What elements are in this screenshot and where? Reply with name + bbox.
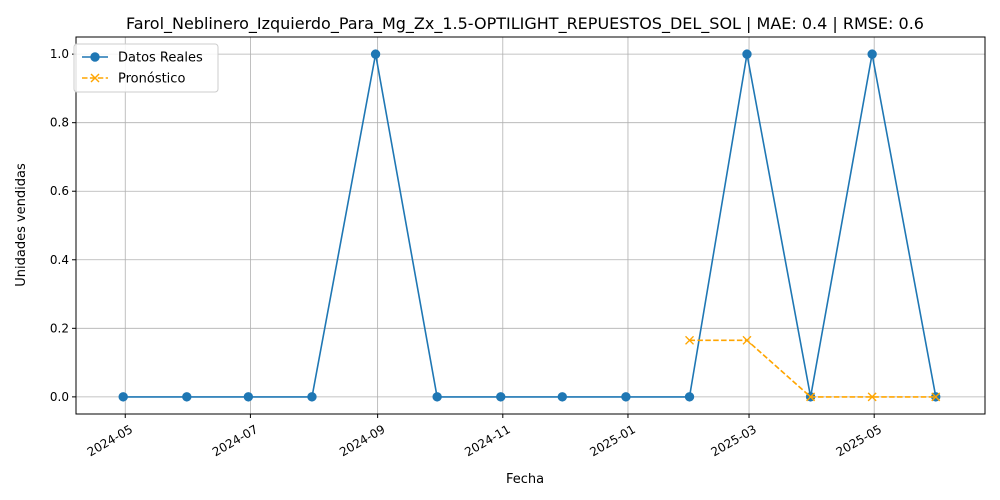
y-tick-label: 0.0	[50, 390, 69, 404]
y-tick-label: 0.6	[50, 184, 69, 198]
series-line	[123, 53, 937, 398]
marker-stroke	[90, 73, 100, 83]
grid	[76, 37, 985, 414]
data-point	[307, 392, 317, 402]
data-point	[118, 392, 128, 402]
data-point	[90, 52, 100, 62]
marker-stroke	[742, 335, 752, 345]
data-point	[557, 392, 568, 402]
data-point	[867, 392, 877, 402]
legend-label: Pronóstico	[118, 72, 185, 87]
x-tick-label: 2025-03	[709, 422, 759, 459]
data-point	[432, 392, 442, 402]
data-point	[370, 49, 381, 59]
y-tick-label: 0.4	[50, 253, 69, 267]
chart-title: Farol_Neblinero_Izquierdo_Para_Mg_Zx_1.5…	[126, 14, 924, 34]
data-point	[684, 392, 695, 402]
marker-stroke	[806, 392, 816, 402]
series-datos-reales	[118, 49, 941, 402]
data-point	[621, 392, 631, 402]
x-tick-label: 2025-05	[834, 422, 884, 459]
legend-box	[73, 43, 219, 93]
y-axis-label: Unidades vendidas	[14, 163, 29, 287]
legend-item: Pronóstico	[82, 72, 185, 87]
legend-item: Datos Reales	[82, 51, 203, 66]
x-tick-label: 2024-07	[210, 422, 260, 459]
data-point	[685, 335, 695, 345]
data-point	[243, 392, 254, 402]
x-tick-label: 2024-05	[85, 422, 135, 459]
series-pron-stico	[685, 335, 941, 402]
data-point	[742, 49, 752, 59]
marker-stroke	[685, 335, 695, 345]
legend-label: Datos Reales	[118, 51, 203, 66]
data-point	[496, 392, 506, 402]
legend: Datos Reales Pronóstico	[73, 43, 219, 93]
data-point	[90, 73, 100, 83]
y-tick-label: 0.8	[50, 116, 69, 130]
x-axis-label: Fecha	[506, 472, 544, 487]
series-layer	[118, 49, 941, 402]
x-tick-label: 2024-11	[462, 422, 512, 459]
x-tick-label: 2024-09	[337, 422, 387, 459]
x-tick-label: 2025-01	[587, 422, 637, 459]
data-point	[182, 392, 192, 402]
marker-stroke	[867, 392, 877, 402]
plot-frame	[75, 36, 986, 415]
data-point	[867, 49, 877, 59]
y-tick-label: 0.2	[50, 321, 69, 335]
y-tick-label: 1.0	[50, 47, 69, 61]
data-point	[931, 392, 941, 402]
marker-stroke	[931, 392, 941, 402]
data-point	[742, 335, 752, 345]
data-point	[806, 392, 816, 402]
